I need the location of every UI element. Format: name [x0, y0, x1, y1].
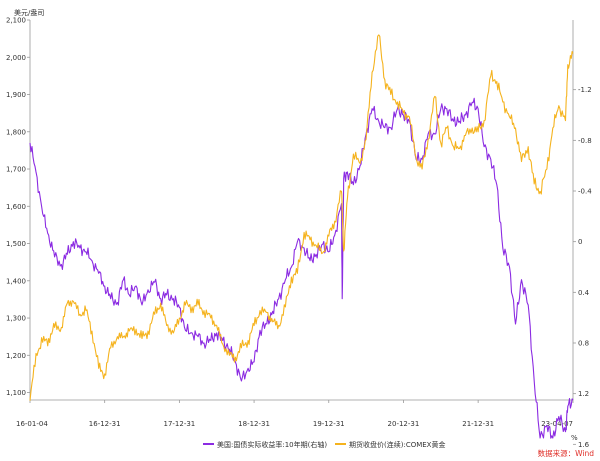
- right-tick-label: -1.2: [578, 86, 592, 94]
- right-axis-ticks: -1.2 -0.8 -0.4 0 0.4 0.8 1.2 1.6: [573, 86, 592, 449]
- left-axis-unit: 美元/盎司: [14, 8, 44, 17]
- right-tick-label: 1.6: [578, 441, 590, 449]
- right-tick-label: 0.8: [578, 340, 589, 348]
- right-tick-label: -0.8: [578, 137, 592, 145]
- axis-frame: [29, 20, 574, 401]
- series-line-real-yield: [29, 97, 574, 439]
- x-tick-label: 23-04-07: [541, 420, 573, 428]
- x-tick-label: 16-01-04: [16, 420, 48, 428]
- legend-label-real-yield: 美国:国债实际收益率:10年期(右轴): [217, 440, 327, 449]
- legend-label-gold: 期货收盘价(连续):COMEX黄金: [349, 440, 445, 449]
- left-tick-label: 1,400: [6, 277, 26, 285]
- right-tick-label: 0.4: [578, 289, 590, 297]
- left-tick-label: 1,200: [6, 352, 26, 360]
- x-tick-label: 20-12-31: [388, 420, 420, 428]
- series-layer: [29, 34, 574, 439]
- left-tick-label: 1,600: [6, 203, 26, 211]
- right-tick-label: 0: [578, 238, 582, 246]
- x-tick-label: 19-12-31: [313, 420, 345, 428]
- left-axis-ticks: 2,100 2,000 1,900 1,800 1,700 1,600 1,500 1,400…: [6, 17, 30, 397]
- right-tick-label: -0.4: [578, 188, 592, 196]
- left-tick-label: 1,500: [6, 240, 26, 248]
- right-tick-label: 1.2: [578, 390, 589, 398]
- left-tick-label: 2,100: [6, 17, 26, 25]
- left-tick-label: 1,300: [6, 315, 26, 323]
- left-tick-label: 2,000: [6, 54, 26, 62]
- x-tick-label: 21-12-31: [462, 420, 494, 428]
- source-note: 数据来源：Wind: [538, 448, 595, 458]
- right-axis-unit: %: [571, 434, 578, 442]
- x-tick-label: 17-12-31: [163, 420, 195, 428]
- series-line-gold: [29, 34, 574, 401]
- x-tick-label: 16-12-31: [89, 420, 121, 428]
- legend: 美国:国债实际收益率:10年期(右轴) 期货收盘价(连续):COMEX黄金: [203, 440, 445, 449]
- left-tick-label: 1,700: [6, 166, 26, 174]
- x-tick-label: 18-12-31: [238, 420, 270, 428]
- left-tick-label: 1,800: [6, 128, 26, 136]
- x-axis-ticks: 16-01-04 16-12-31 17-12-31 18-12-31 19-12-31…: [16, 400, 574, 428]
- left-tick-label: 1,100: [6, 389, 26, 397]
- left-tick-label: 1,900: [6, 91, 26, 99]
